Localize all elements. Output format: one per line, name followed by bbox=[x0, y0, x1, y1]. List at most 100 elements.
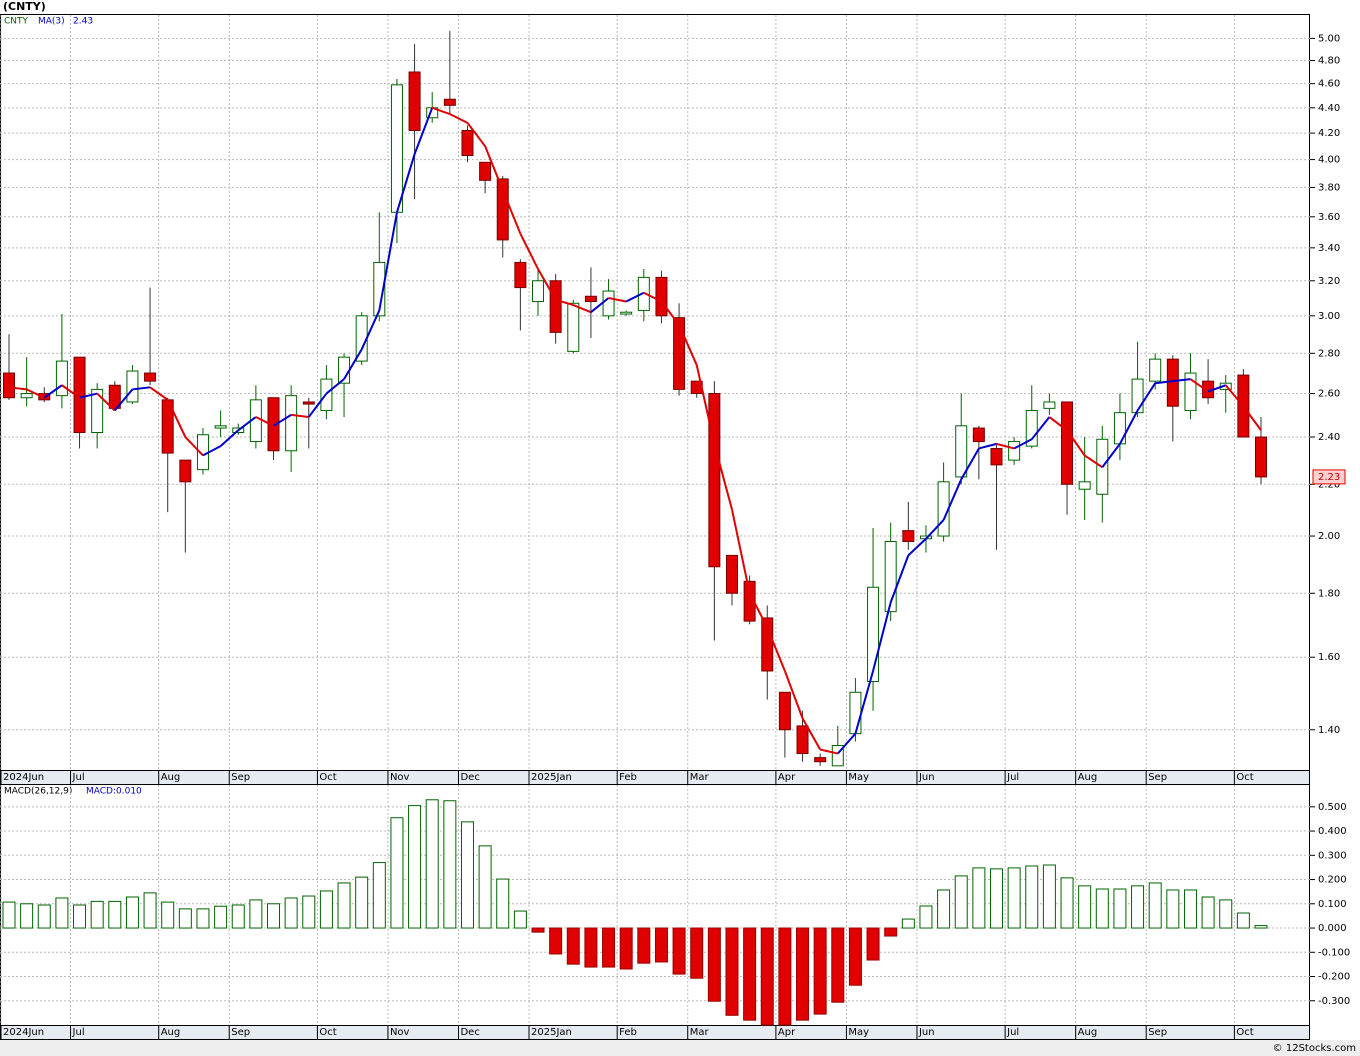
candle-body bbox=[20, 393, 33, 399]
ma-segment bbox=[695, 364, 716, 445]
macd-bar bbox=[20, 903, 34, 929]
x-tick-label: Aug bbox=[161, 1027, 181, 1038]
macd-bar bbox=[302, 895, 316, 929]
ma-segment bbox=[26, 388, 45, 399]
ma-segment bbox=[608, 297, 627, 303]
macd-bar bbox=[760, 927, 774, 1026]
ma-segment bbox=[1136, 382, 1157, 412]
ma-segment bbox=[272, 413, 292, 427]
ma-segment bbox=[395, 153, 416, 213]
macd-bar bbox=[1254, 925, 1268, 929]
macd-bar bbox=[1042, 864, 1056, 929]
x-tick-label: Apr bbox=[778, 1027, 796, 1038]
macd-bar bbox=[778, 927, 792, 1026]
candle-body bbox=[496, 178, 509, 241]
candle-body bbox=[3, 372, 15, 399]
y-tick-label: 0.500 bbox=[1318, 802, 1347, 813]
macd-bar bbox=[584, 927, 598, 968]
y-tick-label: 5.00 bbox=[1318, 33, 1340, 44]
x-tick-label: Oct bbox=[1236, 772, 1253, 783]
macd-bar bbox=[1007, 867, 1021, 929]
candle-body bbox=[302, 401, 315, 405]
y-tick-label: 0.000 bbox=[1318, 923, 1347, 934]
ma-segment bbox=[325, 378, 345, 395]
ma-segment bbox=[713, 443, 733, 510]
legend-ma: MA(3) bbox=[38, 17, 65, 27]
candle-body bbox=[443, 98, 456, 106]
ma-segment bbox=[360, 310, 381, 350]
candle-body bbox=[814, 757, 827, 763]
ma-segment bbox=[1013, 438, 1033, 450]
macd-bar bbox=[566, 927, 580, 965]
candle-body bbox=[1078, 481, 1091, 490]
macd-bar bbox=[372, 862, 386, 929]
macd-bar bbox=[1025, 865, 1039, 929]
ma-segment bbox=[555, 298, 574, 307]
candle-body bbox=[637, 276, 650, 311]
macd-bar bbox=[2, 901, 16, 929]
ma-segment bbox=[343, 348, 363, 380]
x-tick-label: Apr bbox=[778, 772, 796, 783]
ma-segment bbox=[996, 442, 1015, 450]
macd-bar bbox=[513, 910, 527, 929]
macd-bar bbox=[178, 908, 192, 929]
candle-body bbox=[549, 280, 562, 333]
candle-body bbox=[532, 280, 545, 303]
y-tick-label: 3.20 bbox=[1318, 276, 1340, 287]
candle-body bbox=[867, 586, 880, 683]
x-tick-label: Mar bbox=[690, 1027, 710, 1038]
y-tick-label: 4.00 bbox=[1318, 155, 1340, 166]
candle-body bbox=[1166, 358, 1179, 407]
macd-bar bbox=[460, 821, 474, 929]
candle-body bbox=[55, 360, 68, 397]
x-tick-label: Jun bbox=[918, 772, 935, 783]
x-tick-label: Oct bbox=[319, 772, 336, 783]
x-tick-label: 2025Jan bbox=[531, 772, 572, 783]
macd-bar bbox=[901, 918, 915, 929]
y-tick-label: 2.00 bbox=[1318, 531, 1340, 542]
ma-segment bbox=[519, 233, 539, 270]
macd-bar bbox=[1095, 888, 1109, 929]
y-tick-label: 0.100 bbox=[1318, 899, 1347, 910]
y-tick-label: 1.60 bbox=[1318, 652, 1340, 663]
x-tick-label: Jun bbox=[918, 1027, 935, 1038]
candle-body bbox=[1184, 372, 1197, 412]
macd-bar bbox=[408, 805, 422, 929]
macd-bar bbox=[866, 927, 880, 961]
x-tick-label: Oct bbox=[319, 1027, 336, 1038]
ma-segment bbox=[484, 145, 504, 191]
y-tick-label: 3.40 bbox=[1318, 243, 1340, 254]
macd-bar bbox=[390, 817, 404, 929]
ma-segment bbox=[590, 297, 610, 313]
macd-bar bbox=[1166, 889, 1180, 929]
macd-bar bbox=[531, 927, 545, 933]
candle-body bbox=[708, 393, 721, 568]
ma-segment bbox=[907, 538, 927, 557]
y-tick-label: 1.80 bbox=[1318, 588, 1340, 599]
candle-body bbox=[620, 311, 633, 315]
macd-bar bbox=[214, 905, 228, 929]
macd-bar bbox=[478, 845, 492, 929]
ma-segment bbox=[942, 478, 963, 521]
y-tick-label: 2.40 bbox=[1318, 432, 1340, 443]
ma-segment bbox=[572, 304, 592, 314]
macd-bar bbox=[143, 892, 157, 929]
candle-body bbox=[761, 617, 774, 672]
x-tick-label: Dec bbox=[460, 1027, 479, 1038]
ma-segment bbox=[978, 442, 997, 450]
ma-segment bbox=[61, 384, 81, 399]
x-tick-label: May bbox=[848, 1027, 869, 1038]
macd-bar bbox=[249, 899, 263, 929]
y-tick-label: 3.80 bbox=[1318, 182, 1340, 193]
macd-bar bbox=[831, 927, 845, 1003]
macd-bar bbox=[602, 927, 616, 968]
ma-segment bbox=[660, 300, 680, 326]
x-tick-label: Mar bbox=[690, 772, 710, 783]
macd-bar bbox=[1113, 888, 1127, 929]
macd-bar bbox=[954, 875, 968, 929]
candle-body bbox=[1149, 358, 1162, 382]
legend-ma-value: 2.43 bbox=[73, 17, 93, 27]
candle-body bbox=[1008, 441, 1021, 461]
candle-body bbox=[1131, 378, 1144, 414]
